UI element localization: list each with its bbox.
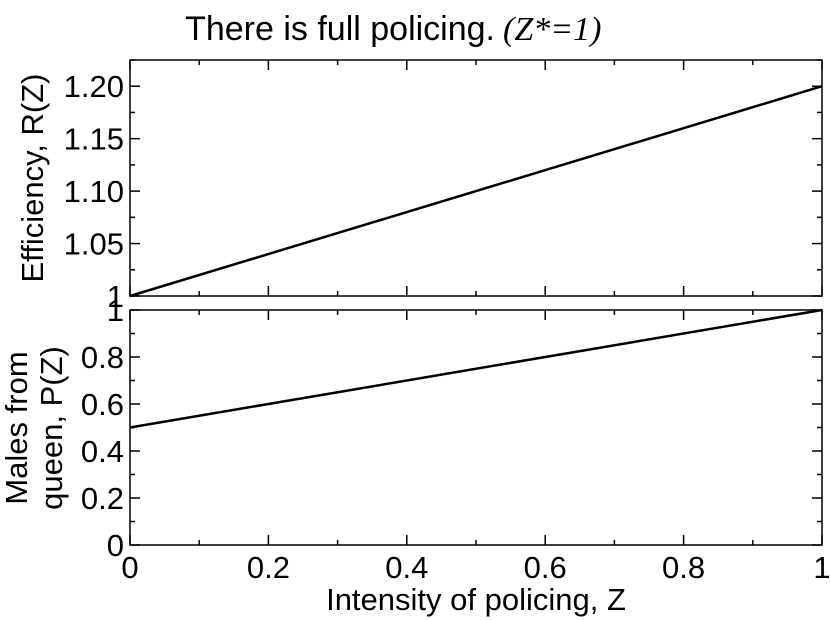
y-tick-label: 1 — [107, 279, 124, 314]
chart-title: There is full policing. — [185, 10, 495, 48]
bottom-y-ticks: 0 0.2 0.4 0.6 0.8 1 — [81, 293, 822, 563]
bottom-series — [129, 308, 823, 429]
bottom-plot-frame — [129, 309, 823, 546]
bottom-y-axis-label-line1: Males from — [0, 351, 34, 504]
y-tick-label: 0.2 — [81, 481, 124, 516]
x-tick-label: 0.6 — [524, 550, 567, 585]
y-tick-label: 0 — [107, 528, 124, 563]
y-tick-label: 1.05 — [64, 227, 124, 262]
top-plot-frame — [129, 59, 823, 297]
y-tick-label: 1.15 — [64, 122, 124, 157]
y-tick-label: 1 — [107, 293, 124, 328]
y-tick-label: 1.20 — [64, 69, 124, 104]
top-y-axis-label: Efficiency, R(Z) — [15, 74, 50, 283]
series-line — [129, 308, 823, 429]
y-tick-label: 0.6 — [81, 387, 124, 422]
y-tick-label: 0.4 — [81, 434, 124, 469]
x-axis-label: Intensity of policing, Z — [326, 582, 626, 617]
x-tick-label: 0.8 — [662, 550, 705, 585]
bottom-x-ticks: 0 0.2 0.4 0.6 0.8 1 — [121, 310, 830, 585]
x-tick-label: 0 — [121, 550, 138, 585]
top-series — [129, 85, 823, 298]
x-tick-label: 1 — [813, 550, 830, 585]
x-tick-label: 0.4 — [385, 550, 428, 585]
y-tick-label: 1.10 — [64, 174, 124, 209]
bottom-panel: 0 0.2 0.4 0.6 0.8 1 0 0.2 0.4 0.6 0.8 1 Males from… — [0, 293, 830, 617]
top-panel: 1 1.05 1.10 1.15 1.20 Efficiency, R(Z) — [15, 59, 823, 314]
top-y-ticks: 1 1.05 1.10 1.15 1.20 — [64, 59, 822, 314]
series-line — [129, 85, 823, 298]
x-tick-label: 0.2 — [247, 550, 290, 585]
chart-title-math: (Z*=1) — [503, 11, 602, 48]
y-tick-label: 0.8 — [81, 340, 124, 375]
top-x-ticks — [129, 60, 823, 296]
bottom-y-axis-label-line2: queen, P(Z) — [34, 346, 69, 510]
